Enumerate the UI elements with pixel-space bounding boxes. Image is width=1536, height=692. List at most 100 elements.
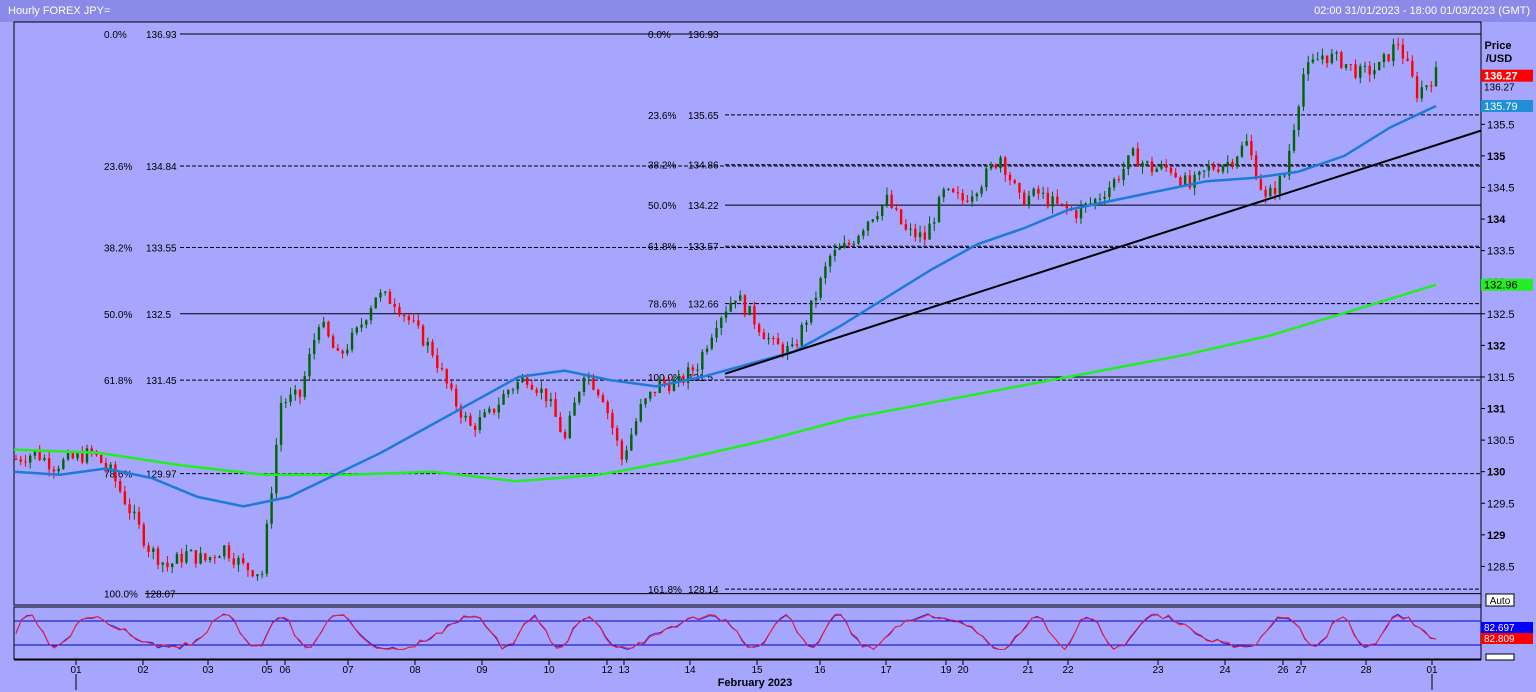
y-tick-label: 134 [1487, 214, 1506, 226]
candle-body [1013, 180, 1016, 184]
candle-body [1231, 161, 1234, 166]
candlesticks [14, 37, 1438, 581]
x-tick-label: 16 [814, 665, 826, 676]
candle-body [1297, 106, 1300, 131]
candle-body [133, 511, 136, 514]
candle-body [1127, 155, 1130, 170]
candle-body [516, 382, 519, 390]
candle-body [1160, 164, 1163, 169]
candle-body [677, 375, 680, 381]
fib-left-value: 133.55 [146, 243, 177, 254]
candle-body [1283, 175, 1286, 177]
candle-body [639, 404, 642, 422]
oscillator-panel-frame [13, 606, 1482, 660]
candle-body [1112, 179, 1116, 188]
y-tick-label: 135.5 [1487, 119, 1515, 131]
candle-body [412, 320, 415, 322]
candle-body [989, 164, 993, 169]
x-tick-label: 24 [1219, 665, 1231, 676]
candle-body [114, 464, 117, 482]
x-axis-ticks: 01 02 03 05 06 07 08 09 10 12 13 14 15 16 17 19 20 21 22 23… [70, 660, 1438, 690]
candle-body [1198, 171, 1201, 176]
fib-left-value: 131.45 [146, 376, 177, 387]
fib-right-pct: 78.6% [648, 300, 676, 311]
candle-body [786, 346, 789, 355]
candle-body [417, 320, 420, 326]
oscillator-auto-button[interactable] [1485, 653, 1515, 661]
candle-body [1254, 155, 1258, 180]
candle-body [1136, 148, 1139, 167]
candle-body [843, 242, 846, 248]
candle-body [246, 562, 250, 571]
candle-body [928, 223, 931, 240]
candle-body [970, 196, 974, 202]
candle-body [1349, 64, 1352, 66]
candle-body [587, 376, 590, 378]
candle-body [904, 224, 908, 230]
candle-body [473, 425, 477, 430]
candle-body [355, 327, 358, 333]
fib-right-value: 128.14 [688, 585, 719, 596]
candle-body [1278, 176, 1281, 194]
candle-body [1089, 203, 1092, 205]
y-tick-label: 135 [1487, 151, 1505, 163]
candle-body [838, 247, 841, 250]
x-tick-label: 23 [1152, 665, 1164, 676]
auto-button[interactable] [1485, 593, 1515, 607]
y-tick-label: 134.5 [1487, 182, 1515, 194]
fib-left-value: 132.5 [146, 310, 171, 321]
candle-body [180, 553, 183, 563]
fib-left-pct: 23.6% [104, 162, 132, 173]
candle-body [90, 448, 93, 452]
candle-body [1193, 175, 1196, 188]
candle-body [24, 461, 27, 463]
candle-body [331, 336, 335, 349]
candle-body [232, 558, 235, 565]
price-tag [1481, 278, 1533, 291]
candle-body [871, 219, 874, 222]
y-axis-ticks: 128.5 129 129.5 130 130.5 131 131.5 132 132.5 133… [1481, 119, 1515, 573]
fib-right-value: 135.65 [688, 111, 719, 122]
candle-body [852, 243, 855, 245]
candle-body [431, 341, 434, 356]
candle-body [1330, 53, 1334, 64]
x-tick-label: 14 [684, 665, 696, 676]
candle-body [1226, 161, 1229, 167]
candle-body [847, 242, 851, 245]
candle-body [275, 444, 278, 494]
candle-body [43, 458, 46, 461]
candle-body [819, 278, 822, 298]
candle-body [313, 339, 316, 355]
candle-body [1051, 196, 1054, 207]
candle-body [1373, 70, 1376, 75]
candle-body [1335, 52, 1338, 54]
candle-body [1183, 175, 1187, 186]
candle-body [14, 459, 18, 461]
candle-body [828, 255, 832, 267]
candle-body [682, 375, 685, 383]
candle-body [294, 389, 297, 395]
candle-body [1340, 52, 1343, 68]
candle-body [76, 453, 79, 459]
candle-body [223, 545, 226, 557]
candle-body [615, 428, 619, 441]
candle-body [899, 209, 903, 225]
candle-body [137, 511, 141, 525]
candle-body [81, 453, 84, 463]
candle-body [776, 338, 780, 345]
candle-body [866, 221, 870, 231]
candle-body [109, 464, 112, 469]
candle-body [653, 391, 657, 393]
candle-body [663, 379, 666, 384]
candle-body [1217, 169, 1220, 172]
candle-body [1079, 206, 1083, 219]
candle-body [544, 388, 548, 402]
candle-body [317, 327, 321, 340]
candle-body [1141, 162, 1144, 167]
candle-body [298, 389, 302, 397]
candle-body [535, 389, 538, 393]
candle-body [691, 367, 695, 371]
candle-body [1108, 187, 1111, 197]
title-bar: Hourly FOREX JPY= 02:00 31/01/2023 - 18:… [0, 0, 1536, 22]
